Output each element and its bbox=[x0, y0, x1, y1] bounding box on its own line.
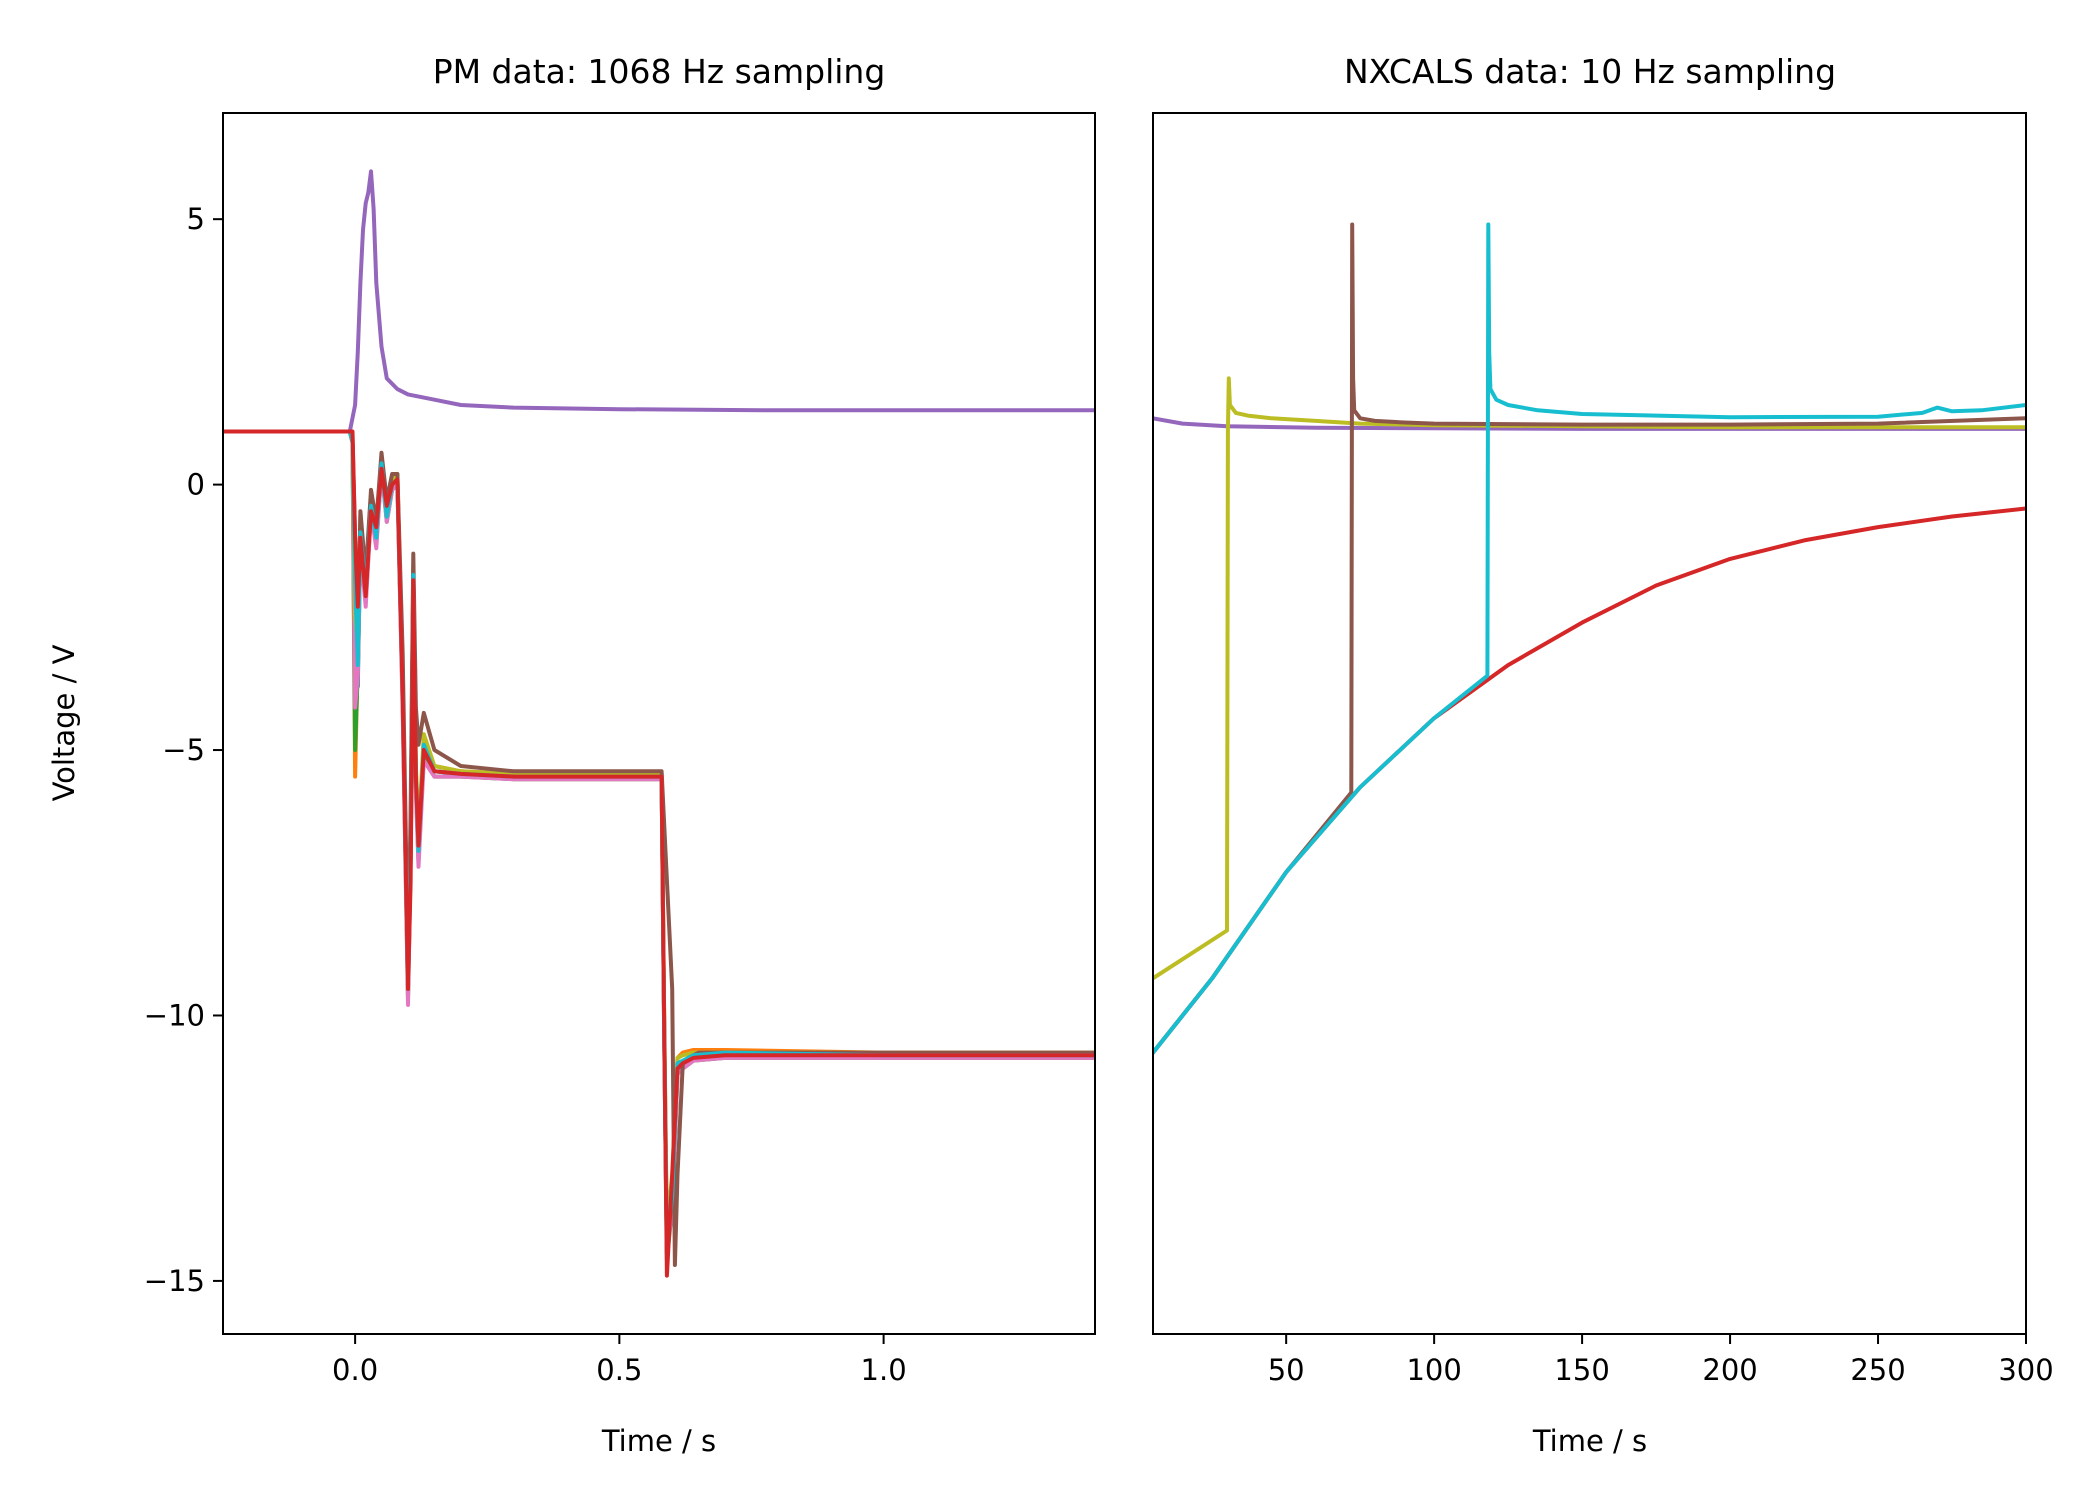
right-x-tick-label-1: 100 bbox=[1406, 1353, 1461, 1387]
left-y-tick-label-3: −10 bbox=[144, 998, 205, 1032]
right-plot-frame bbox=[1152, 112, 2027, 1335]
right-series-group bbox=[1153, 222, 2026, 1055]
y-axis-label: Voltage / V bbox=[47, 644, 81, 801]
left-y-tick-label-0: 5 bbox=[187, 202, 205, 236]
left-x-tick-label-2: 1.0 bbox=[861, 1353, 907, 1387]
right-series-line-4 bbox=[1153, 222, 2026, 1055]
right-x-tick-label-4: 250 bbox=[1850, 1353, 1905, 1387]
left-x-tick-label-1: 0.5 bbox=[596, 1353, 642, 1387]
right-x-tick-label-0: 50 bbox=[1268, 1353, 1305, 1387]
left-plot-area bbox=[223, 113, 1095, 1334]
right-x-tick-label-2: 150 bbox=[1554, 1353, 1609, 1387]
left-series-line-0 bbox=[223, 169, 1095, 434]
left-ticks: 0.0 0.5 1.0 5 0 −5 −10 −15 bbox=[144, 202, 907, 1387]
right-panel: 50 100 150 200 250 300 NXCALS data: 10 Hz sam… bbox=[1152, 52, 2054, 1458]
right-plot-area bbox=[1153, 113, 2026, 1334]
left-series-group bbox=[223, 169, 1095, 1278]
left-chart-title: PM data: 1068 Hz sampling bbox=[433, 52, 886, 91]
left-y-tick-label-2: −5 bbox=[162, 733, 205, 767]
left-series-line-8 bbox=[223, 429, 1095, 1278]
right-x-tick-label-3: 200 bbox=[1702, 1353, 1757, 1387]
right-series-line-2 bbox=[1153, 376, 2026, 981]
left-x-tick-label-0: 0.0 bbox=[332, 1353, 378, 1387]
right-x-axis-label: Time / s bbox=[1532, 1424, 1647, 1458]
left-y-tick-label-1: 0 bbox=[187, 468, 205, 502]
right-ticks: 50 100 150 200 250 300 bbox=[1268, 1334, 2054, 1387]
left-panel: 0.0 0.5 1.0 5 0 −5 −10 −15 PM data: 1068 Hz sam… bbox=[47, 52, 1096, 1458]
right-chart-title: NXCALS data: 10 Hz sampling bbox=[1344, 52, 1836, 91]
left-plot-frame bbox=[222, 112, 1096, 1335]
right-x-tick-label-5: 300 bbox=[1998, 1353, 2053, 1387]
left-y-tick-label-4: −15 bbox=[144, 1264, 205, 1298]
left-x-axis-label: Time / s bbox=[601, 1424, 716, 1458]
